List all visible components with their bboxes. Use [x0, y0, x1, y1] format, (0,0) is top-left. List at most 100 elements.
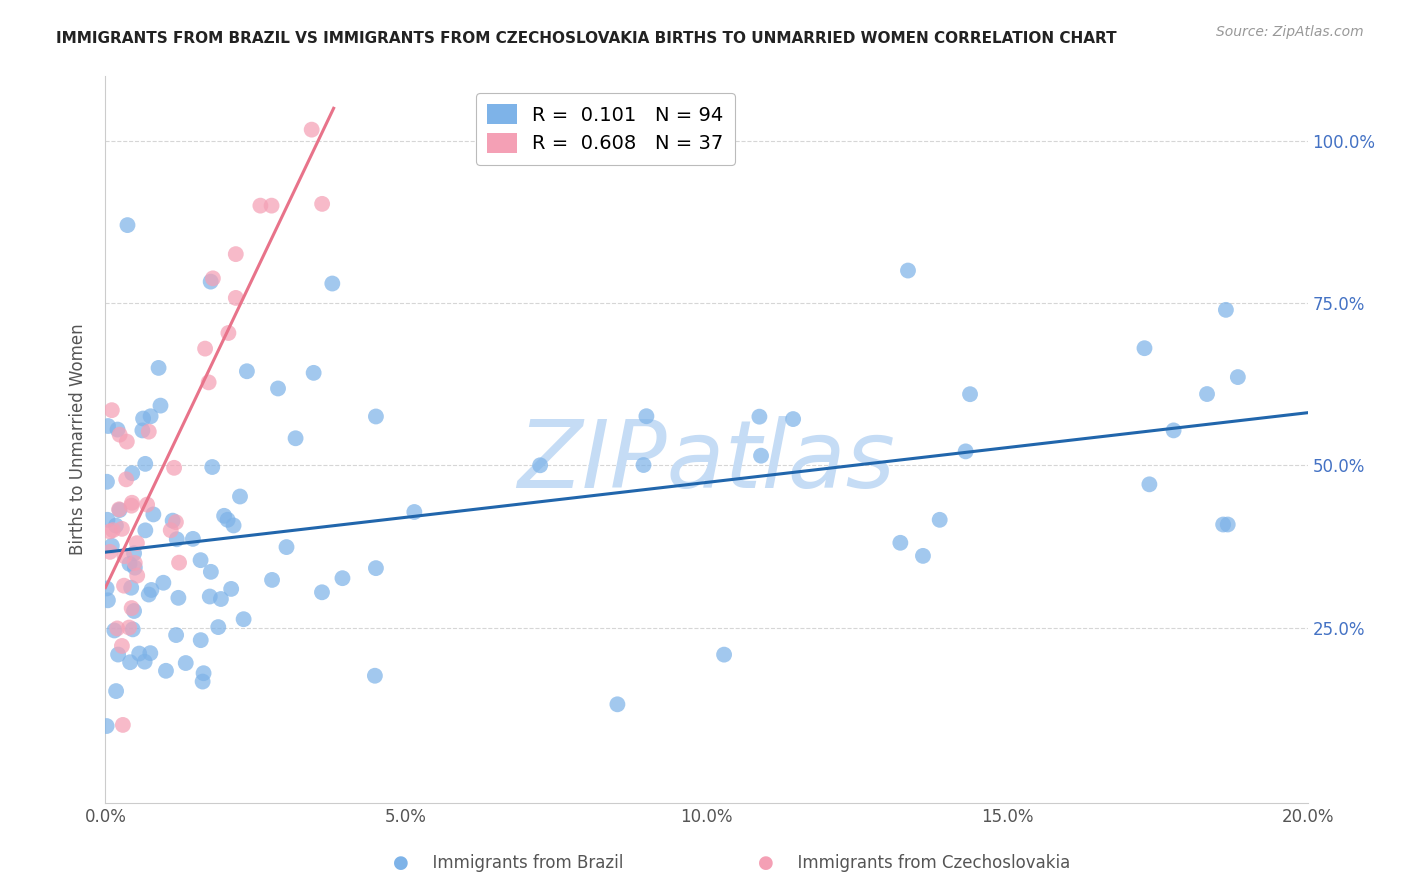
Point — [166, 533, 188, 547]
Point — [107, 423, 129, 437]
Point — [209, 592, 232, 607]
Point — [889, 536, 911, 550]
Point — [97, 593, 120, 607]
Point — [120, 655, 142, 669]
Point — [127, 568, 149, 582]
Point — [108, 427, 131, 442]
Point — [134, 524, 156, 538]
Point — [212, 508, 235, 523]
Point — [120, 581, 142, 595]
Point — [260, 199, 283, 213]
Point — [115, 434, 138, 449]
Point — [139, 646, 162, 660]
Point — [311, 197, 333, 211]
Point — [134, 655, 156, 669]
Point — [149, 399, 172, 413]
Point — [1195, 387, 1218, 401]
Point — [122, 604, 145, 618]
Point — [225, 291, 247, 305]
Point — [112, 579, 135, 593]
Point — [142, 508, 165, 522]
Text: ZIPatlas: ZIPatlas — [517, 416, 896, 507]
Point — [928, 513, 950, 527]
Point — [105, 684, 128, 698]
Point — [155, 664, 177, 678]
Point — [122, 546, 145, 560]
Point — [167, 556, 190, 570]
Point — [207, 620, 229, 634]
Point — [101, 539, 124, 553]
Point — [121, 601, 143, 615]
Point — [118, 621, 141, 635]
Point — [1133, 341, 1156, 355]
Point — [200, 565, 222, 579]
Point — [107, 648, 129, 662]
Point — [194, 342, 217, 356]
Point — [897, 263, 920, 277]
Point — [115, 472, 138, 486]
Point — [167, 591, 190, 605]
Point — [111, 639, 134, 653]
Point — [118, 557, 141, 571]
Point — [96, 582, 118, 596]
Point — [131, 424, 153, 438]
Point — [1163, 424, 1185, 438]
Point — [1137, 477, 1160, 491]
Text: ●: ● — [392, 855, 409, 872]
Point — [124, 560, 146, 574]
Point — [748, 409, 770, 424]
Point — [148, 360, 170, 375]
Point — [198, 590, 221, 604]
Point — [111, 718, 134, 732]
Point — [190, 633, 212, 648]
Point — [191, 674, 214, 689]
Point — [181, 532, 204, 546]
Point — [103, 624, 125, 638]
Point — [636, 409, 658, 424]
Point — [749, 449, 772, 463]
Point — [222, 518, 245, 533]
Point — [114, 549, 136, 563]
Point — [139, 409, 162, 424]
Point — [174, 656, 197, 670]
Point — [134, 457, 156, 471]
Point — [229, 490, 252, 504]
Point — [96, 719, 118, 733]
Point — [136, 498, 159, 512]
Point — [159, 523, 181, 537]
Point — [301, 122, 323, 136]
Point — [217, 326, 239, 340]
Point — [955, 444, 977, 458]
Point — [124, 556, 146, 570]
Point — [529, 458, 551, 473]
Point — [98, 524, 121, 539]
Point — [190, 553, 212, 567]
Point — [138, 588, 160, 602]
Point — [125, 536, 148, 550]
Point — [225, 247, 247, 261]
Point — [121, 496, 143, 510]
Point — [1212, 517, 1234, 532]
Point — [321, 277, 343, 291]
Point — [121, 499, 143, 513]
Point — [165, 515, 187, 529]
Point — [332, 571, 354, 585]
Point — [302, 366, 325, 380]
Text: Immigrants from Czechoslovakia: Immigrants from Czechoslovakia — [787, 855, 1070, 872]
Point — [311, 585, 333, 599]
Point — [232, 612, 254, 626]
Point — [911, 549, 934, 563]
Point — [249, 199, 271, 213]
Point — [105, 621, 128, 635]
Point — [260, 573, 283, 587]
Point — [1216, 517, 1239, 532]
Point — [152, 575, 174, 590]
Point — [141, 582, 163, 597]
Text: IMMIGRANTS FROM BRAZIL VS IMMIGRANTS FROM CZECHOSLOVAKIA BIRTHS TO UNMARRIED WOM: IMMIGRANTS FROM BRAZIL VS IMMIGRANTS FRO… — [56, 31, 1116, 46]
Point — [219, 582, 242, 596]
Point — [108, 502, 131, 516]
Point — [121, 466, 143, 480]
Point — [197, 376, 219, 390]
Point — [132, 411, 155, 425]
Point — [128, 647, 150, 661]
